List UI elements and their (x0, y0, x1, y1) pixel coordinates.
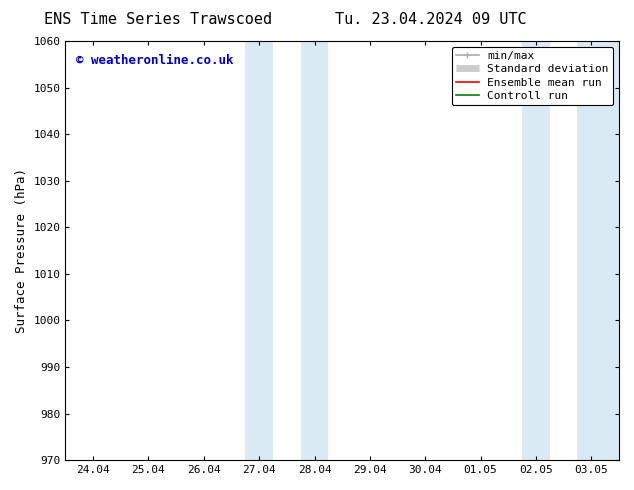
Text: ENS Time Series Trawscoed: ENS Time Series Trawscoed (44, 12, 273, 27)
Bar (301, 41, 328, 460)
Bar (578, 41, 619, 460)
Bar (522, 41, 550, 460)
Text: © weatheronline.co.uk: © weatheronline.co.uk (77, 53, 234, 67)
Text: Tu. 23.04.2024 09 UTC: Tu. 23.04.2024 09 UTC (335, 12, 527, 27)
Y-axis label: Surface Pressure (hPa): Surface Pressure (hPa) (15, 168, 28, 333)
Legend: min/max, Standard deviation, Ensemble mean run, Controll run: min/max, Standard deviation, Ensemble me… (452, 47, 614, 105)
Bar (245, 41, 273, 460)
